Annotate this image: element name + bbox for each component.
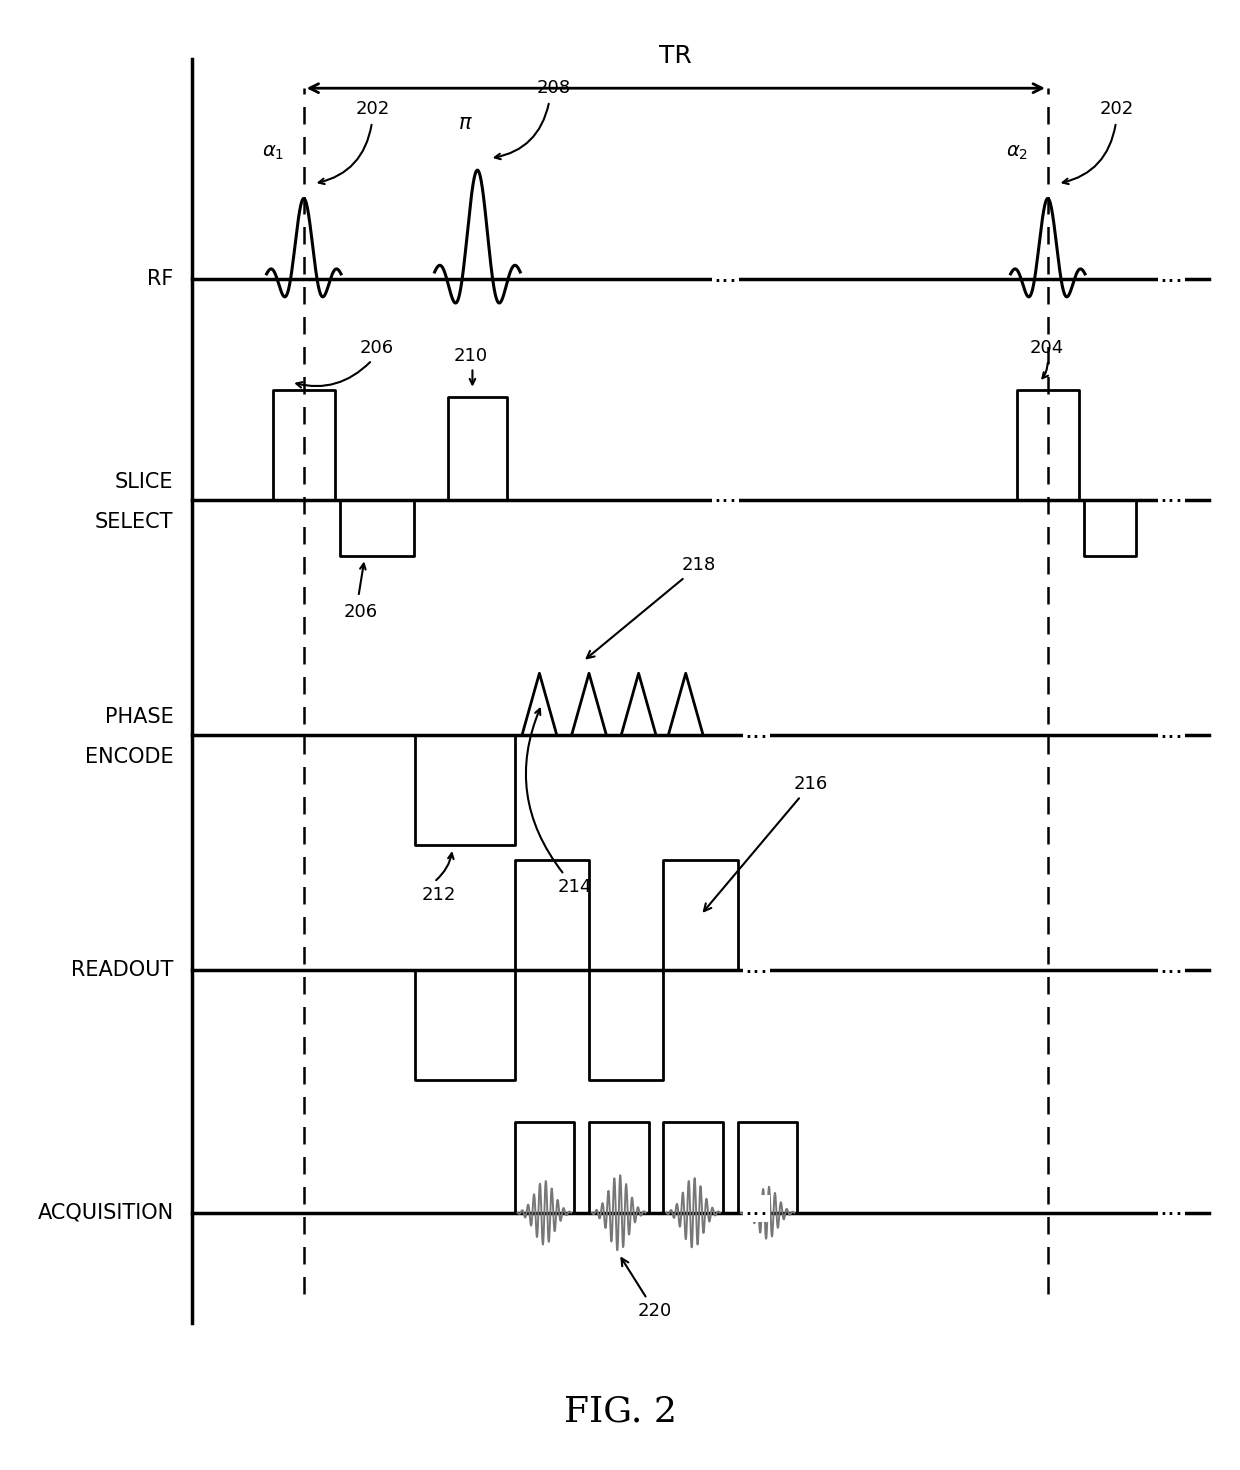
Text: 212: 212 — [422, 886, 456, 904]
Text: ...: ... — [744, 719, 769, 742]
Text: SELECT: SELECT — [95, 512, 174, 532]
Text: ACQUISITION: ACQUISITION — [37, 1202, 174, 1223]
Text: PHASE: PHASE — [105, 707, 174, 728]
Text: ...: ... — [1159, 263, 1184, 287]
Text: RF: RF — [148, 269, 174, 290]
Text: ...: ... — [1159, 719, 1184, 742]
Text: 214: 214 — [558, 878, 593, 895]
Text: ...: ... — [1159, 954, 1184, 978]
Text: ...: ... — [1159, 1197, 1184, 1220]
Text: $\alpha_1$: $\alpha_1$ — [262, 143, 284, 162]
Text: 218: 218 — [587, 556, 717, 659]
Text: ...: ... — [744, 954, 769, 978]
Text: 206: 206 — [343, 603, 378, 620]
Text: READOUT: READOUT — [71, 960, 174, 980]
Text: ...: ... — [713, 263, 738, 287]
Text: ...: ... — [1159, 484, 1184, 507]
Text: ...: ... — [713, 484, 738, 507]
Text: 202: 202 — [356, 100, 391, 118]
Text: TR: TR — [660, 44, 692, 68]
Text: 216: 216 — [704, 775, 828, 911]
Text: 202: 202 — [1100, 100, 1135, 118]
Text: 208: 208 — [537, 79, 572, 97]
Text: 210: 210 — [454, 347, 489, 365]
Text: 206: 206 — [360, 340, 394, 357]
Text: 204: 204 — [1029, 340, 1064, 357]
Text: ...: ... — [744, 1197, 769, 1220]
Text: 220: 220 — [621, 1258, 672, 1320]
Text: SLICE: SLICE — [115, 472, 174, 492]
Text: $\alpha_2$: $\alpha_2$ — [1006, 143, 1028, 162]
Text: FIG. 2: FIG. 2 — [563, 1394, 677, 1429]
Text: $\pi$: $\pi$ — [458, 113, 472, 134]
Text: ENCODE: ENCODE — [86, 747, 174, 767]
